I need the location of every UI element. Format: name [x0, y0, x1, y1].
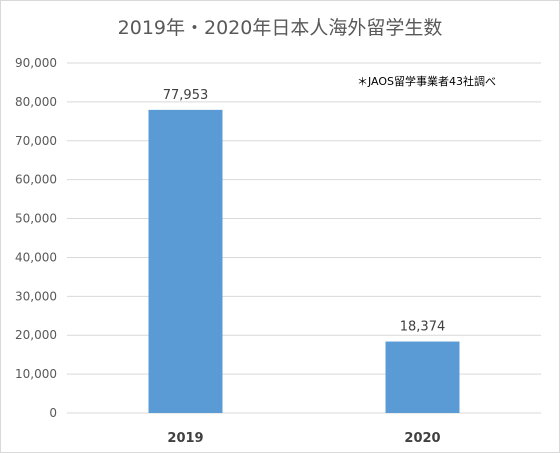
- y-tick-label: 10,000: [15, 367, 57, 381]
- y-tick-label: 70,000: [15, 134, 57, 148]
- bar: [385, 341, 460, 413]
- bar: [148, 109, 223, 414]
- y-tick-label: 90,000: [15, 56, 57, 70]
- y-tick-label: 60,000: [15, 173, 57, 187]
- y-tick-label: 30,000: [15, 289, 57, 303]
- x-category-label: 2019: [167, 431, 203, 446]
- data-label: 77,953: [163, 88, 209, 103]
- y-tick-label: 50,000: [15, 212, 57, 226]
- y-tick-label: 0: [49, 406, 57, 420]
- chart-note: ＊JAOS留学事業者43社調べ: [357, 75, 497, 88]
- data-label: 18,374: [400, 320, 446, 335]
- y-tick-label: 20,000: [15, 328, 57, 342]
- y-tick-label: 80,000: [15, 95, 57, 109]
- chart-title: 2019年・2020年日本人海外留学生数: [117, 17, 443, 39]
- y-tick-label: 40,000: [15, 250, 57, 264]
- x-category-label: 2020: [404, 431, 440, 446]
